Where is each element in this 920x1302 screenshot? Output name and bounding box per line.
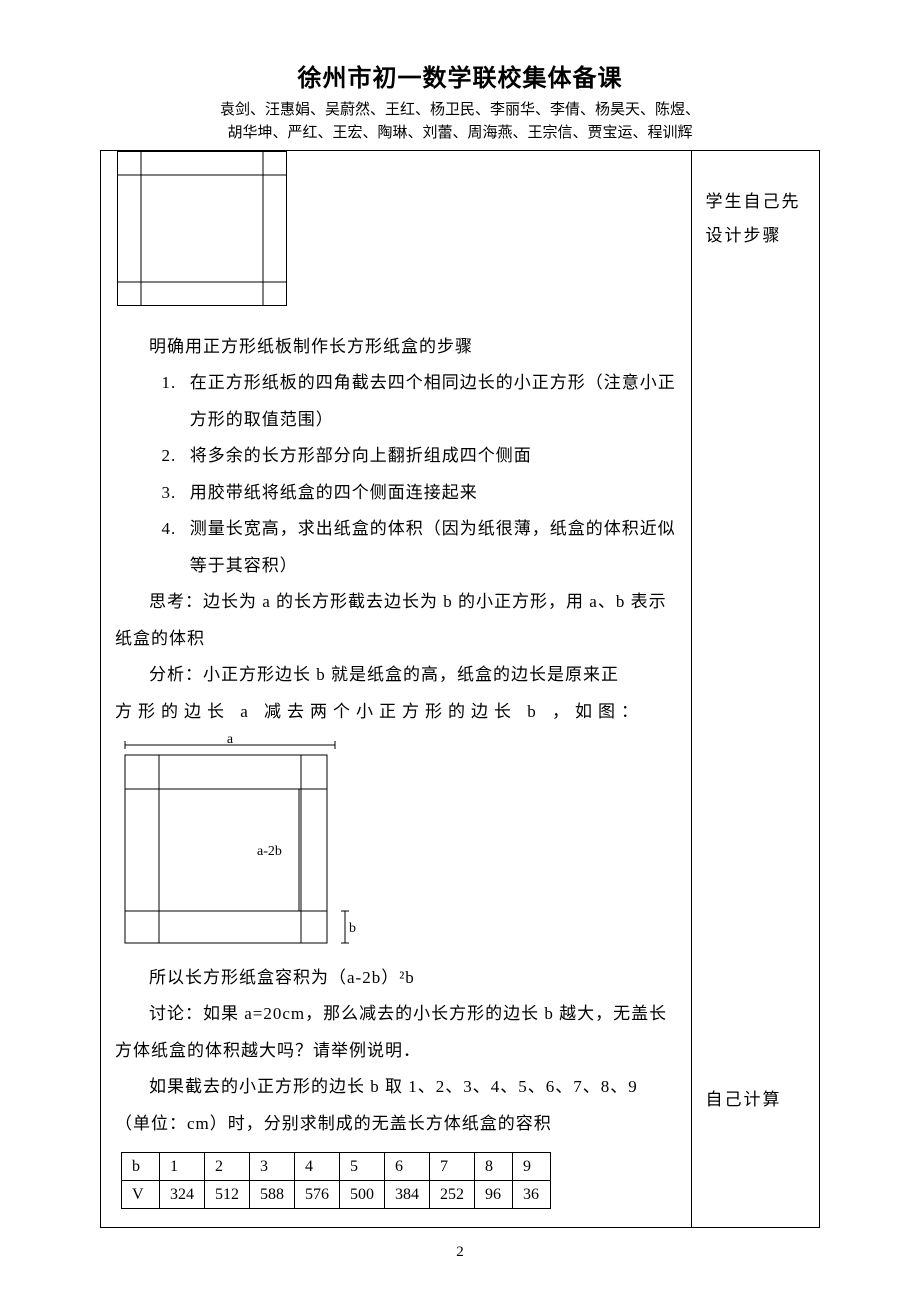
instruct-line-b: （单位：cm）时，分别求制成的无盖长方体纸盒的容积	[115, 1106, 677, 1143]
authors-line-2: 胡华坤、严红、王宏、陶琳、刘蕾、周海燕、王宗信、贾宝运、程训辉	[100, 122, 820, 145]
table-cell: 252	[430, 1181, 475, 1209]
think-line: 思考：边长为 a 的长方形截去边长为 b 的小正方形，用 a、b 表示纸盒的体积	[115, 584, 677, 657]
intro-line: 明确用正方形纸板制作长方形纸盒的步骤	[115, 329, 677, 366]
step-item: 3.用胶带纸将纸盒的四个侧面连接起来	[115, 475, 677, 512]
diagram-box-unfold	[117, 151, 677, 311]
table-cell: 4	[295, 1153, 340, 1181]
authors-block: 袁剑、汪惠娟、吴蔚然、王红、杨卫民、李丽华、李倩、杨昊天、陈煜、 胡华坤、严红、…	[100, 99, 820, 146]
step-text: 测量长宽高，求出纸盒的体积（因为纸很薄，纸盒的体积近似等于其容积）	[190, 511, 677, 584]
table-cell: V	[122, 1181, 160, 1209]
volume-table: b123456789 V3245125885765003842529636	[121, 1152, 551, 1209]
table-cell: 512	[205, 1181, 250, 1209]
table-cell: 6	[385, 1153, 430, 1181]
authors-line-1: 袁剑、汪惠娟、吴蔚然、王红、杨卫民、李丽华、李倩、杨昊天、陈煜、	[100, 99, 820, 122]
side-note-1: 学生自己先设计步骤	[706, 185, 805, 253]
svg-text:a-2b: a-2b	[257, 844, 282, 859]
body-text: 明确用正方形纸板制作长方形纸盒的步骤 1.在正方形纸板的四角截去四个相同边长的小…	[115, 329, 677, 731]
table-cell: 3	[250, 1153, 295, 1181]
step-number: 1.	[146, 365, 190, 438]
step-number: 2.	[146, 438, 190, 475]
page-title: 徐州市初一数学联校集体备课	[100, 58, 820, 93]
table-cell: 588	[250, 1181, 295, 1209]
table-cell: 2	[205, 1153, 250, 1181]
table-row: b123456789	[122, 1153, 551, 1181]
step-item: 1.在正方形纸板的四角截去四个相同边长的小正方形（注意小正方形的取值范围）	[115, 365, 677, 438]
svg-text:b: b	[349, 921, 356, 936]
table-cell: 1	[160, 1153, 205, 1181]
main-column: 明确用正方形纸板制作长方形纸盒的步骤 1.在正方形纸板的四角截去四个相同边长的小…	[101, 151, 692, 1228]
table-cell: 5	[340, 1153, 385, 1181]
table-cell: 36	[513, 1181, 551, 1209]
table-cell: 576	[295, 1181, 340, 1209]
table-cell: 96	[475, 1181, 513, 1209]
step-text: 将多余的长方形部分向上翻折组成四个侧面	[190, 438, 677, 475]
table-cell: 7	[430, 1153, 475, 1181]
table-cell: 384	[385, 1181, 430, 1209]
instruct-line-a: 如果截去的小正方形的边长 b 取 1、2、3、4、5、6、7、8、9	[115, 1069, 677, 1106]
svg-text:a: a	[227, 733, 234, 747]
step-text: 在正方形纸板的四角截去四个相同边长的小正方形（注意小正方形的取值范围）	[190, 365, 677, 438]
analysis-line-a: 分析：小正方形边长 b 就是纸盒的高，纸盒的边长是原来正	[115, 657, 677, 694]
table-cell: b	[122, 1153, 160, 1181]
discuss-line: 讨论：如果 a=20cm，那么减去的小长方形的边长 b 越大，无盖长方体纸盒的体…	[115, 996, 677, 1069]
step-number: 4.	[146, 511, 190, 584]
table-cell: 8	[475, 1153, 513, 1181]
table-row: V3245125885765003842529636	[122, 1181, 551, 1209]
formula-line: 所以长方形纸盒容积为（a-2b）²b	[115, 960, 677, 997]
table-cell: 500	[340, 1181, 385, 1209]
step-number: 3.	[146, 475, 190, 512]
table-cell: 9	[513, 1153, 551, 1181]
content-grid: 明确用正方形纸板制作长方形纸盒的步骤 1.在正方形纸板的四角截去四个相同边长的小…	[100, 150, 820, 1229]
step-item: 4.测量长宽高，求出纸盒的体积（因为纸很薄，纸盒的体积近似等于其容积）	[115, 511, 677, 584]
diagram-box-labeled: a a-2b b	[117, 733, 677, 958]
page-number: 2	[100, 1244, 820, 1261]
side-note-2: 自己计算	[706, 1083, 805, 1117]
side-column: 学生自己先设计步骤 自己计算	[692, 151, 819, 1228]
step-item: 2.将多余的长方形部分向上翻折组成四个侧面	[115, 438, 677, 475]
table-cell: 324	[160, 1181, 205, 1209]
analysis-line-b: 方形的边长 a 减去两个小正方形的边长 b ，如图：	[115, 694, 677, 731]
discussion-block: 讨论：如果 a=20cm，那么减去的小长方形的边长 b 越大，无盖长方体纸盒的体…	[115, 996, 677, 1142]
step-text: 用胶带纸将纸盒的四个侧面连接起来	[190, 475, 677, 512]
